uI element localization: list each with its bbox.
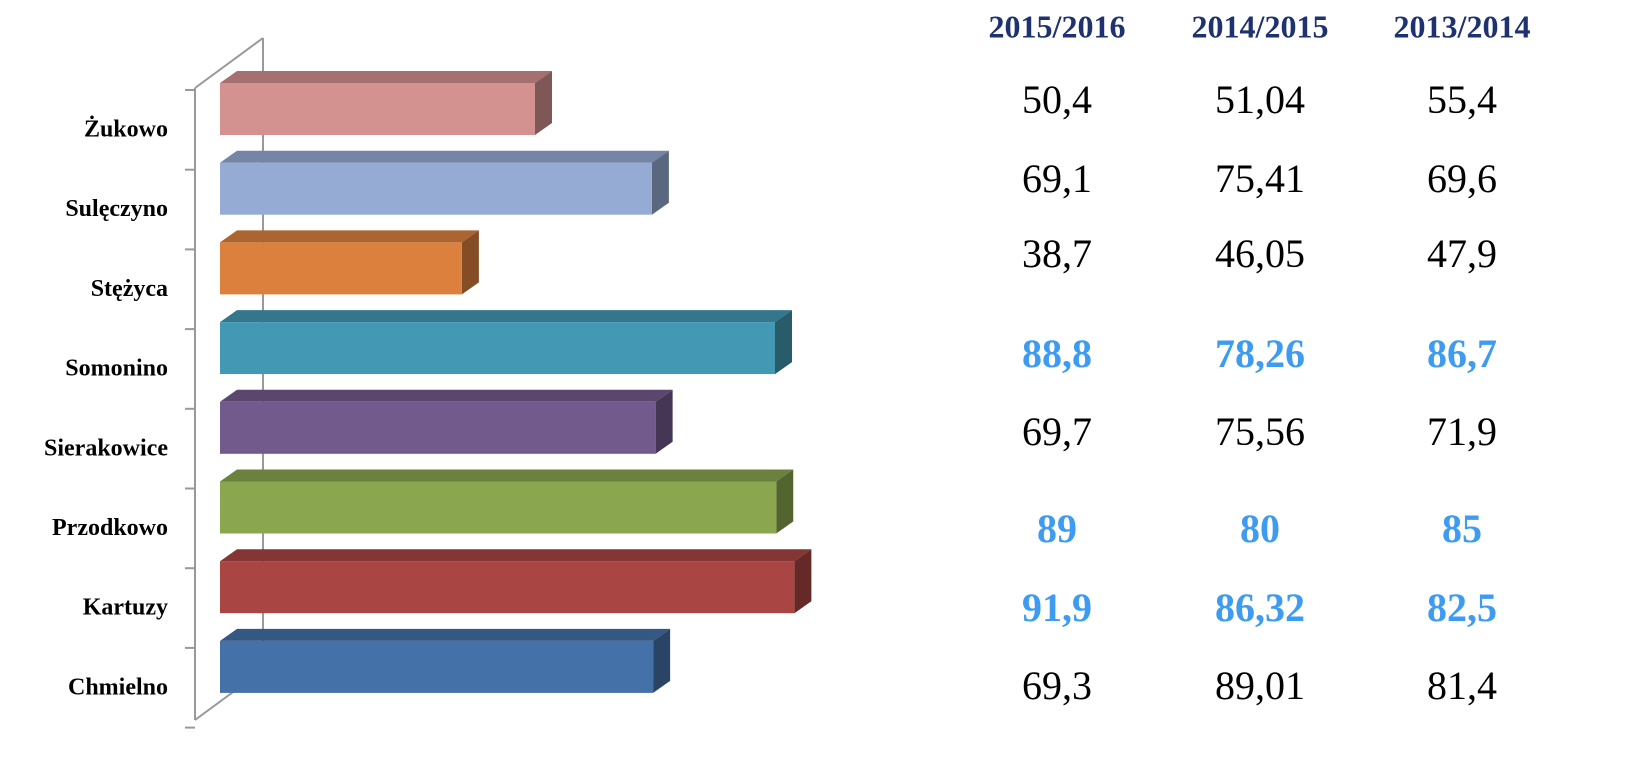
table-cell: 71,9 [1427, 409, 1497, 454]
bar-side [461, 230, 479, 295]
bar-side [655, 389, 673, 454]
table-cell: 89,01 [1215, 663, 1305, 708]
bar [220, 162, 652, 215]
bar [220, 83, 535, 135]
bar-side [794, 549, 812, 614]
table-cell: 85 [1442, 506, 1482, 551]
category-label: Kartuzy [83, 595, 168, 621]
table-cell: 46,05 [1215, 231, 1305, 276]
bar-side [651, 150, 669, 215]
table-cell: 86,32 [1215, 585, 1305, 630]
bar [220, 481, 777, 534]
table-cell: 50,4 [1022, 77, 1092, 122]
table-cell: 69,1 [1022, 156, 1092, 201]
table-cell: 75,56 [1215, 409, 1305, 454]
bar-side [653, 628, 671, 693]
table-cell: 69,3 [1022, 663, 1092, 708]
bar-top [220, 150, 669, 163]
bar [220, 242, 462, 295]
table-cell: 51,04 [1215, 77, 1305, 122]
column-header: 2015/2016 [989, 8, 1126, 44]
table-cell: 47,9 [1427, 231, 1497, 276]
bar-top [220, 469, 794, 482]
table-cell: 82,5 [1427, 585, 1497, 630]
bar-top [220, 549, 812, 562]
bar-top [220, 310, 792, 323]
column-header: 2014/2015 [1192, 8, 1329, 44]
table-cell: 81,4 [1427, 663, 1497, 708]
category-label: Somonino [65, 356, 168, 382]
column-header: 2013/2014 [1394, 8, 1531, 44]
table-cell: 75,41 [1215, 156, 1305, 201]
table-cell: 89 [1037, 506, 1077, 551]
table-cell: 78,26 [1215, 331, 1305, 376]
bar-top [220, 71, 552, 83]
bar-side [775, 310, 792, 375]
category-label: Sierakowice [44, 435, 168, 461]
category-label: Chmielno [68, 674, 168, 700]
table-cell: 86,7 [1427, 331, 1497, 376]
bar [220, 561, 795, 614]
wall-edge [194, 37, 264, 89]
table-cell: 38,7 [1022, 231, 1092, 276]
bar-side [535, 71, 552, 135]
category-label: Żukowo [84, 117, 168, 143]
bar-top [220, 230, 479, 243]
table-cell: 69,6 [1427, 156, 1497, 201]
bar [220, 640, 654, 693]
table-cell: 80 [1240, 506, 1280, 551]
bar-side [776, 469, 794, 534]
bar [220, 401, 656, 454]
bar-top [220, 389, 673, 402]
bar-top [220, 628, 671, 641]
table-cell: 91,9 [1022, 585, 1092, 630]
category-label: Przodkowo [52, 515, 168, 541]
axis-frame [194, 37, 264, 721]
category-label: Stężyca [91, 276, 168, 302]
bar [220, 322, 775, 375]
table-cell: 69,7 [1022, 409, 1092, 454]
table-cell: 88,8 [1022, 331, 1092, 376]
category-label: Sulęczyno [65, 196, 168, 222]
table-cell: 55,4 [1427, 77, 1497, 122]
